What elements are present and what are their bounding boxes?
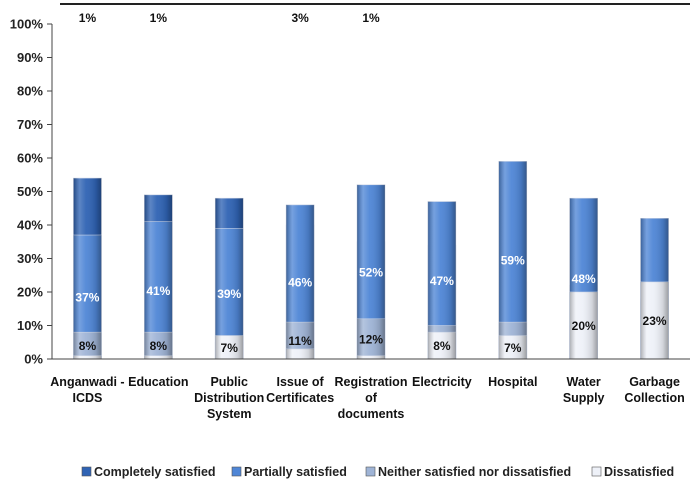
data-label: 8% <box>433 339 451 353</box>
y-tick-label: 100% <box>10 17 44 32</box>
y-tick-label: 30% <box>17 251 43 266</box>
y-tick-label: 10% <box>17 318 43 333</box>
y-axis: 0% 10% 20% 30% 40% 50% 60% 70% 80% 90% 100% <box>10 17 53 367</box>
legend-swatch <box>231 466 242 477</box>
x-tick-label: Anganwadi -ICDS <box>50 375 124 405</box>
legend-item: Dissatisfied <box>591 465 674 479</box>
bar-segment-shade <box>640 281 669 359</box>
data-label: 37% <box>75 291 99 305</box>
legend-swatch <box>591 466 602 477</box>
data-label: 11% <box>288 334 312 348</box>
legend-swatch <box>81 466 92 477</box>
data-label: 23% <box>643 314 667 328</box>
x-tick-label: Garbage Collection <box>624 375 684 405</box>
bar-stack: 48%39%5%7% <box>214 197 244 360</box>
legend-label: Completely satisfied <box>94 465 216 479</box>
x-axis: Anganwadi -ICDS Education Public Distributi… <box>50 358 690 421</box>
x-tick-label: Electricity <box>412 375 472 389</box>
bars: 54%37%8%1%49%41%8%1%48%39%5%7%40%46%11%3… <box>73 11 669 360</box>
data-label: 8% <box>150 339 168 353</box>
data-label: 1% <box>79 11 97 25</box>
y-tick-label: 40% <box>17 218 43 233</box>
data-label: 12% <box>359 332 383 346</box>
y-tick-label: 70% <box>17 117 43 132</box>
x-tick-label: Registration of documents <box>335 375 408 421</box>
data-label: 47% <box>430 274 454 288</box>
legend-label: Partially satisfied <box>244 465 347 479</box>
legend-item: Completely satisfied <box>81 465 216 479</box>
bar-segment-shade <box>357 355 385 359</box>
bar-stack: 40%46%11%3% <box>285 11 315 360</box>
data-label: 3% <box>291 11 309 25</box>
bar-segment-shade <box>427 332 456 359</box>
data-label: 59% <box>501 254 525 268</box>
x-tick-label: Water Supply <box>563 375 605 405</box>
bar-segment-shade <box>144 332 173 359</box>
legend: Completely satisfied Partially satisfied N… <box>81 465 674 479</box>
legend-label: Dissatisfied <box>604 465 674 479</box>
data-label: 39% <box>217 287 241 301</box>
bar-stack: 22%48%10%20% <box>569 197 598 360</box>
x-tick-label: Hospital <box>488 375 537 389</box>
bar-segment-shade <box>215 335 244 359</box>
legend-label: Neither satisfied nor dissatisfied <box>378 465 571 479</box>
data-label: 20% <box>572 319 596 333</box>
x-tick-label: Education <box>128 375 188 389</box>
bar-segment-shade <box>73 332 102 359</box>
y-tick-label: 20% <box>17 285 43 300</box>
y-tick-label: 80% <box>17 84 43 99</box>
y-tick-label: 60% <box>17 151 43 166</box>
bar-stack: 17%42%18%23% <box>640 218 669 360</box>
data-label: 46% <box>288 275 312 289</box>
data-label: 7% <box>221 341 239 355</box>
x-tick-label: Public Distribution System <box>194 375 264 421</box>
legend-swatch <box>365 466 376 477</box>
bar-stack: 49%41%8%1% <box>144 11 173 360</box>
y-tick-label: 0% <box>24 352 43 367</box>
legend-item: Neither satisfied nor dissatisfied <box>365 465 571 479</box>
data-label: 7% <box>504 341 522 355</box>
data-label: 41% <box>146 284 170 298</box>
data-label: 8% <box>79 339 97 353</box>
bar-segment-shade <box>144 355 173 359</box>
x-tick-label: Issue of Certificates <box>266 375 334 405</box>
bar-stack: 54%37%8%1% <box>73 11 102 360</box>
y-tick-label: 50% <box>17 184 43 199</box>
bar-segment-shade <box>286 348 315 359</box>
bar-segment-shade <box>357 318 385 359</box>
bar-segment-shade <box>73 355 102 359</box>
bar-stack: 34%47%10%8% <box>427 201 457 360</box>
data-label: 1% <box>150 11 168 25</box>
bar-stack: 23%59%11%7% <box>498 161 528 360</box>
bar-stack: 35%52%12%1% <box>356 11 386 360</box>
bar-segment-shade <box>498 335 527 359</box>
legend-item: Partially satisfied <box>231 465 347 479</box>
data-label: 1% <box>362 11 380 25</box>
y-tick-label: 90% <box>17 50 43 65</box>
bar-segment-shade <box>569 292 598 359</box>
data-label: 52% <box>359 265 383 279</box>
data-label: 48% <box>572 272 596 286</box>
